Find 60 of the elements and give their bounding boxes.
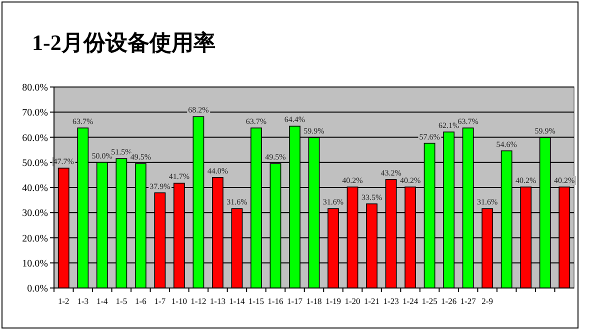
x-tick-label: 2-9 <box>482 296 494 306</box>
data-label: 40.2% <box>554 176 576 185</box>
x-tick-label: 1-25 <box>422 296 438 306</box>
data-label: 49.5% <box>130 152 152 162</box>
x-tick-label: 1-10 <box>171 296 187 306</box>
x-tick-label: 1-12 <box>190 296 206 306</box>
x-tick-label: 1-21 <box>364 296 380 306</box>
x-tick-label: 1-5 <box>116 296 128 306</box>
x-tick-label: 1-24 <box>402 296 419 306</box>
y-tick-label: 30.0% <box>22 208 48 220</box>
data-label: 37.9% <box>150 182 171 191</box>
data-label: 31.6% <box>476 198 498 207</box>
data-label: 40.2% <box>400 176 421 185</box>
data-label: 59.9% <box>534 126 556 136</box>
y-tick-label: 50.0% <box>22 158 48 169</box>
data-label: 49.5% <box>265 152 286 162</box>
x-tick-label: 1-26 <box>441 296 457 306</box>
y-tick-label: 0.0% <box>27 284 48 294</box>
data-label: 47.7% <box>53 157 74 166</box>
data-label: 40.2% <box>516 176 537 185</box>
x-tick-label: 1-18 <box>306 296 322 306</box>
data-label: 57.6% <box>419 132 440 142</box>
data-label: 59.9% <box>304 126 325 136</box>
y-tick-label: 80.0% <box>22 82 48 94</box>
x-tick-label: 1-14 <box>229 296 246 306</box>
x-tick-label: 1-16 <box>268 296 284 306</box>
y-tick-label: 20.0% <box>22 233 48 244</box>
x-tick-label: 1-15 <box>248 296 264 306</box>
data-label: 62.1% <box>438 120 460 130</box>
x-tick-label: 1-27 <box>460 296 476 306</box>
data-label: 63.7% <box>458 116 479 126</box>
x-tick-label: 1-6 <box>134 296 146 306</box>
y-tick-label: 60.0% <box>22 132 48 144</box>
data-label: 50.0% <box>92 151 113 160</box>
data-label: 43.2% <box>380 168 402 178</box>
x-tick-label: 1-3 <box>77 296 89 306</box>
chart-title: 1-2月份设备使用率 <box>32 30 216 55</box>
data-label: 68.2% <box>188 106 210 115</box>
y-tick-label: 40.0% <box>22 183 48 194</box>
x-tick-label: 1-4 <box>96 296 109 306</box>
x-tick-label: 1-19 <box>325 296 342 306</box>
x-tick-label: 1-7 <box>154 296 166 306</box>
data-label: 31.6% <box>226 198 248 207</box>
x-tick-label: 1-23 <box>383 296 399 306</box>
x-tick-label: 1-13 <box>210 296 226 306</box>
x-tick-label: 1-2 <box>58 296 70 306</box>
data-label: 64.4% <box>284 115 306 124</box>
data-label: 44.0% <box>207 166 228 176</box>
data-label: 63.7% <box>246 116 267 126</box>
y-tick-label: 10.0% <box>22 258 48 270</box>
data-label: 31.6% <box>322 198 344 207</box>
x-tick-label: 1-20 <box>344 296 360 306</box>
data-label: 33.5% <box>361 192 382 202</box>
data-label: 51.5% <box>111 148 132 157</box>
data-label: 54.6% <box>496 140 518 149</box>
data-label: 63.7% <box>72 116 94 126</box>
data-label: 40.2% <box>342 176 364 185</box>
data-label: 41.7% <box>168 172 190 182</box>
y-tick-label: 70.0% <box>22 108 48 119</box>
x-tick-label: 1-17 <box>286 296 303 306</box>
